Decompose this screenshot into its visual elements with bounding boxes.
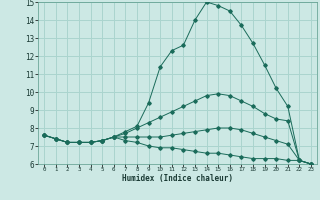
- X-axis label: Humidex (Indice chaleur): Humidex (Indice chaleur): [122, 174, 233, 183]
